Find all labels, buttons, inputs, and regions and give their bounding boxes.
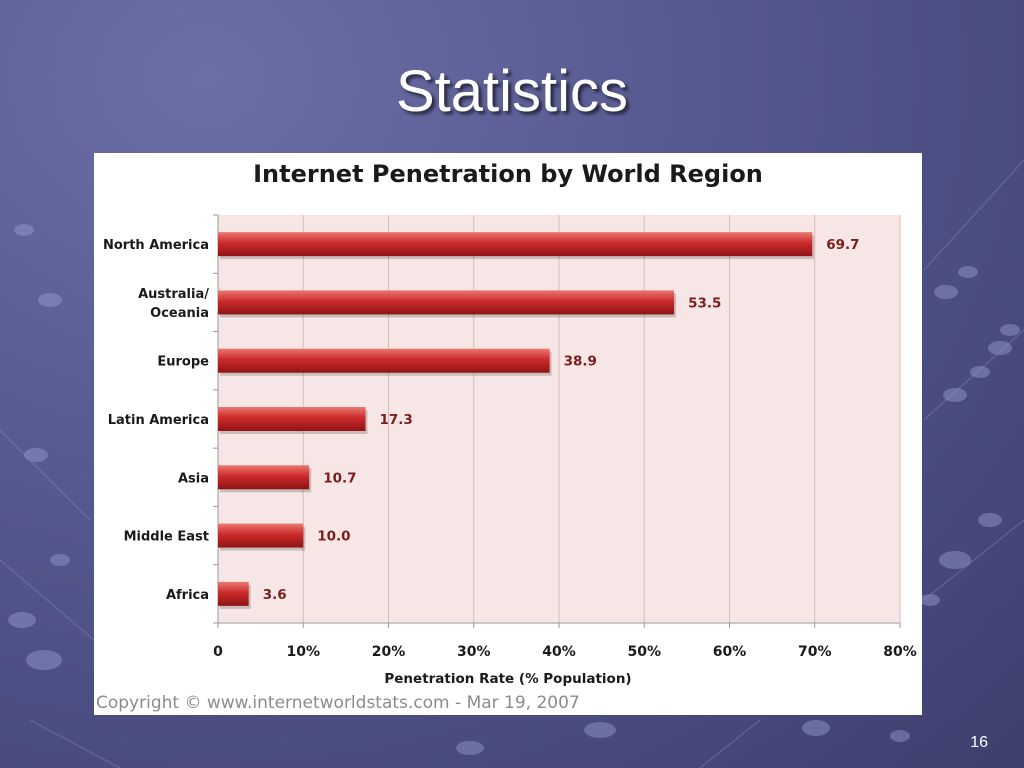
data-label: 3.6 xyxy=(263,587,287,603)
data-label: 17.3 xyxy=(379,412,412,428)
bar xyxy=(218,407,366,431)
data-label: 53.5 xyxy=(688,295,721,311)
x-tick-label: 30% xyxy=(457,644,491,660)
bar xyxy=(218,523,304,548)
data-label: 38.9 xyxy=(564,354,597,370)
chart-image: Internet Penetration by World Region 0 10… xyxy=(94,153,922,715)
category-label: Asia xyxy=(178,471,209,486)
page-number: 16 xyxy=(970,734,988,751)
category-label-line: Africa xyxy=(166,588,209,603)
category-label: Africa xyxy=(166,588,209,603)
category-label: Latin America xyxy=(108,413,209,428)
chart-title: Internet Penetration by World Region xyxy=(253,160,763,188)
category-label-line: Middle East xyxy=(124,530,209,545)
bar xyxy=(218,348,550,373)
category-label: North America xyxy=(103,238,209,253)
category-label-line: North America xyxy=(103,238,209,253)
data-label: 10.7 xyxy=(323,470,356,486)
x-tick-label: 70% xyxy=(798,644,832,660)
x-tick-label: 10% xyxy=(286,644,320,660)
bar xyxy=(218,465,310,490)
category-label-line: Asia xyxy=(178,471,209,486)
category-label: Europe xyxy=(157,355,209,370)
x-tick-label: 20% xyxy=(372,644,406,660)
data-label: 69.7 xyxy=(826,237,859,253)
category-label-line: Australia/ xyxy=(138,287,209,302)
category-label-line: Europe xyxy=(157,355,209,370)
copyright-text: Copyright © www.internetworldstats.com -… xyxy=(96,693,580,713)
x-tick-label: 40% xyxy=(542,644,576,660)
x-tick-label: 50% xyxy=(627,644,661,660)
bar xyxy=(218,581,249,606)
x-tick-label: 60% xyxy=(713,644,747,660)
category-label: Middle East xyxy=(124,530,209,545)
data-label: 10.0 xyxy=(317,529,350,545)
x-axis-label: Penetration Rate (% Population) xyxy=(384,671,631,687)
category-label-line: Latin America xyxy=(108,413,209,428)
bar xyxy=(218,232,813,257)
category-label-line: Oceania xyxy=(150,306,209,321)
x-tick-label: 0 xyxy=(213,644,223,660)
x-tick-label: 80% xyxy=(883,644,917,660)
bar-chart: Internet Penetration by World Region 0 10… xyxy=(103,160,917,687)
category-label: Australia/Oceania xyxy=(138,287,209,321)
bar xyxy=(218,290,675,315)
slide-title: Statistics xyxy=(395,59,629,124)
